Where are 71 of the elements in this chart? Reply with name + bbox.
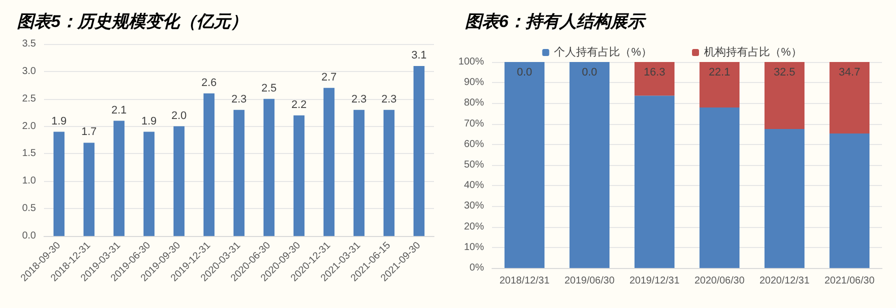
bar	[504, 62, 544, 268]
bar	[264, 98, 274, 236]
y-tick-label: 3.5	[22, 38, 36, 50]
data-label: 2.7	[321, 71, 337, 84]
data-label: 1.9	[141, 115, 157, 128]
data-label: 2.3	[381, 93, 397, 106]
y-tick-label: 0%	[470, 262, 484, 274]
data-label: 0.0	[516, 66, 532, 78]
bar	[830, 62, 870, 134]
y-tick-label: 30%	[464, 200, 484, 212]
chart-title: 图表5：历史规模变化（亿元）	[17, 12, 248, 31]
y-tick-label: 70%	[464, 118, 484, 130]
data-label: 22.1	[708, 66, 730, 78]
data-label: 32.5	[774, 66, 796, 78]
bar	[634, 96, 674, 268]
y-tick-label: 80%	[464, 98, 484, 109]
bar	[114, 120, 124, 236]
bar	[54, 132, 64, 236]
bar	[764, 62, 804, 129]
bar	[324, 88, 334, 236]
data-label: 2.0	[171, 110, 187, 122]
y-tick-label: 50%	[464, 160, 484, 170]
bar	[294, 115, 304, 236]
data-label: 34.7	[838, 66, 860, 78]
x-tick-label: 2018/12/31	[499, 276, 550, 286]
data-label: 2.2	[291, 98, 307, 111]
y-tick-label: 1.0	[22, 176, 36, 187]
data-label: 3.1	[411, 49, 427, 62]
y-tick-label: 20%	[464, 221, 484, 232]
bar	[570, 62, 610, 268]
bar	[234, 110, 244, 236]
data-label: 1.7	[81, 126, 97, 138]
bar	[204, 93, 214, 236]
bar	[354, 110, 364, 236]
legend-label: 机构持有占比（%）	[704, 46, 802, 58]
bar	[700, 62, 740, 108]
y-tick-label: 1.5	[22, 148, 36, 160]
data-label: 2.6	[201, 76, 217, 89]
data-label: 2.3	[231, 93, 247, 106]
bar	[830, 133, 870, 268]
chart-title: 图表6：持有人结构展示	[465, 12, 646, 31]
y-tick-label: 90%	[464, 77, 484, 88]
y-tick-label: 0.0	[22, 230, 36, 242]
data-label: 2.5	[261, 82, 277, 94]
x-tick-label: 2020/12/31	[759, 276, 810, 286]
bar	[174, 126, 184, 236]
data-label: 2.1	[111, 104, 127, 116]
bar	[414, 66, 424, 236]
data-label: 0.0	[582, 66, 598, 78]
bar	[84, 142, 94, 236]
y-tick-label: 40%	[464, 180, 484, 192]
data-label: 1.9	[51, 115, 67, 128]
data-label: 16.3	[644, 66, 666, 78]
data-label: 2.3	[351, 93, 367, 106]
y-tick-label: 2.5	[22, 93, 36, 104]
x-tick-label: 2021/06/30	[824, 276, 875, 286]
y-tick-label: 3.0	[22, 66, 36, 77]
bar	[144, 132, 154, 236]
bar	[634, 62, 674, 96]
y-tick-label: 2.0	[22, 120, 36, 132]
bar	[700, 108, 740, 268]
y-tick-label: 60%	[464, 138, 484, 150]
y-tick-label: 0.5	[22, 203, 36, 214]
y-tick-label: 10%	[464, 242, 484, 253]
x-tick-label: 2020/06/30	[694, 276, 745, 286]
legend-label: 个人持有占比（%）	[554, 46, 652, 58]
x-tick-label: 2019/06/30	[564, 276, 615, 286]
bar	[764, 128, 804, 268]
y-tick-label: 100%	[458, 56, 484, 68]
bar	[384, 110, 394, 236]
x-tick-label: 2019/12/31	[629, 276, 680, 286]
